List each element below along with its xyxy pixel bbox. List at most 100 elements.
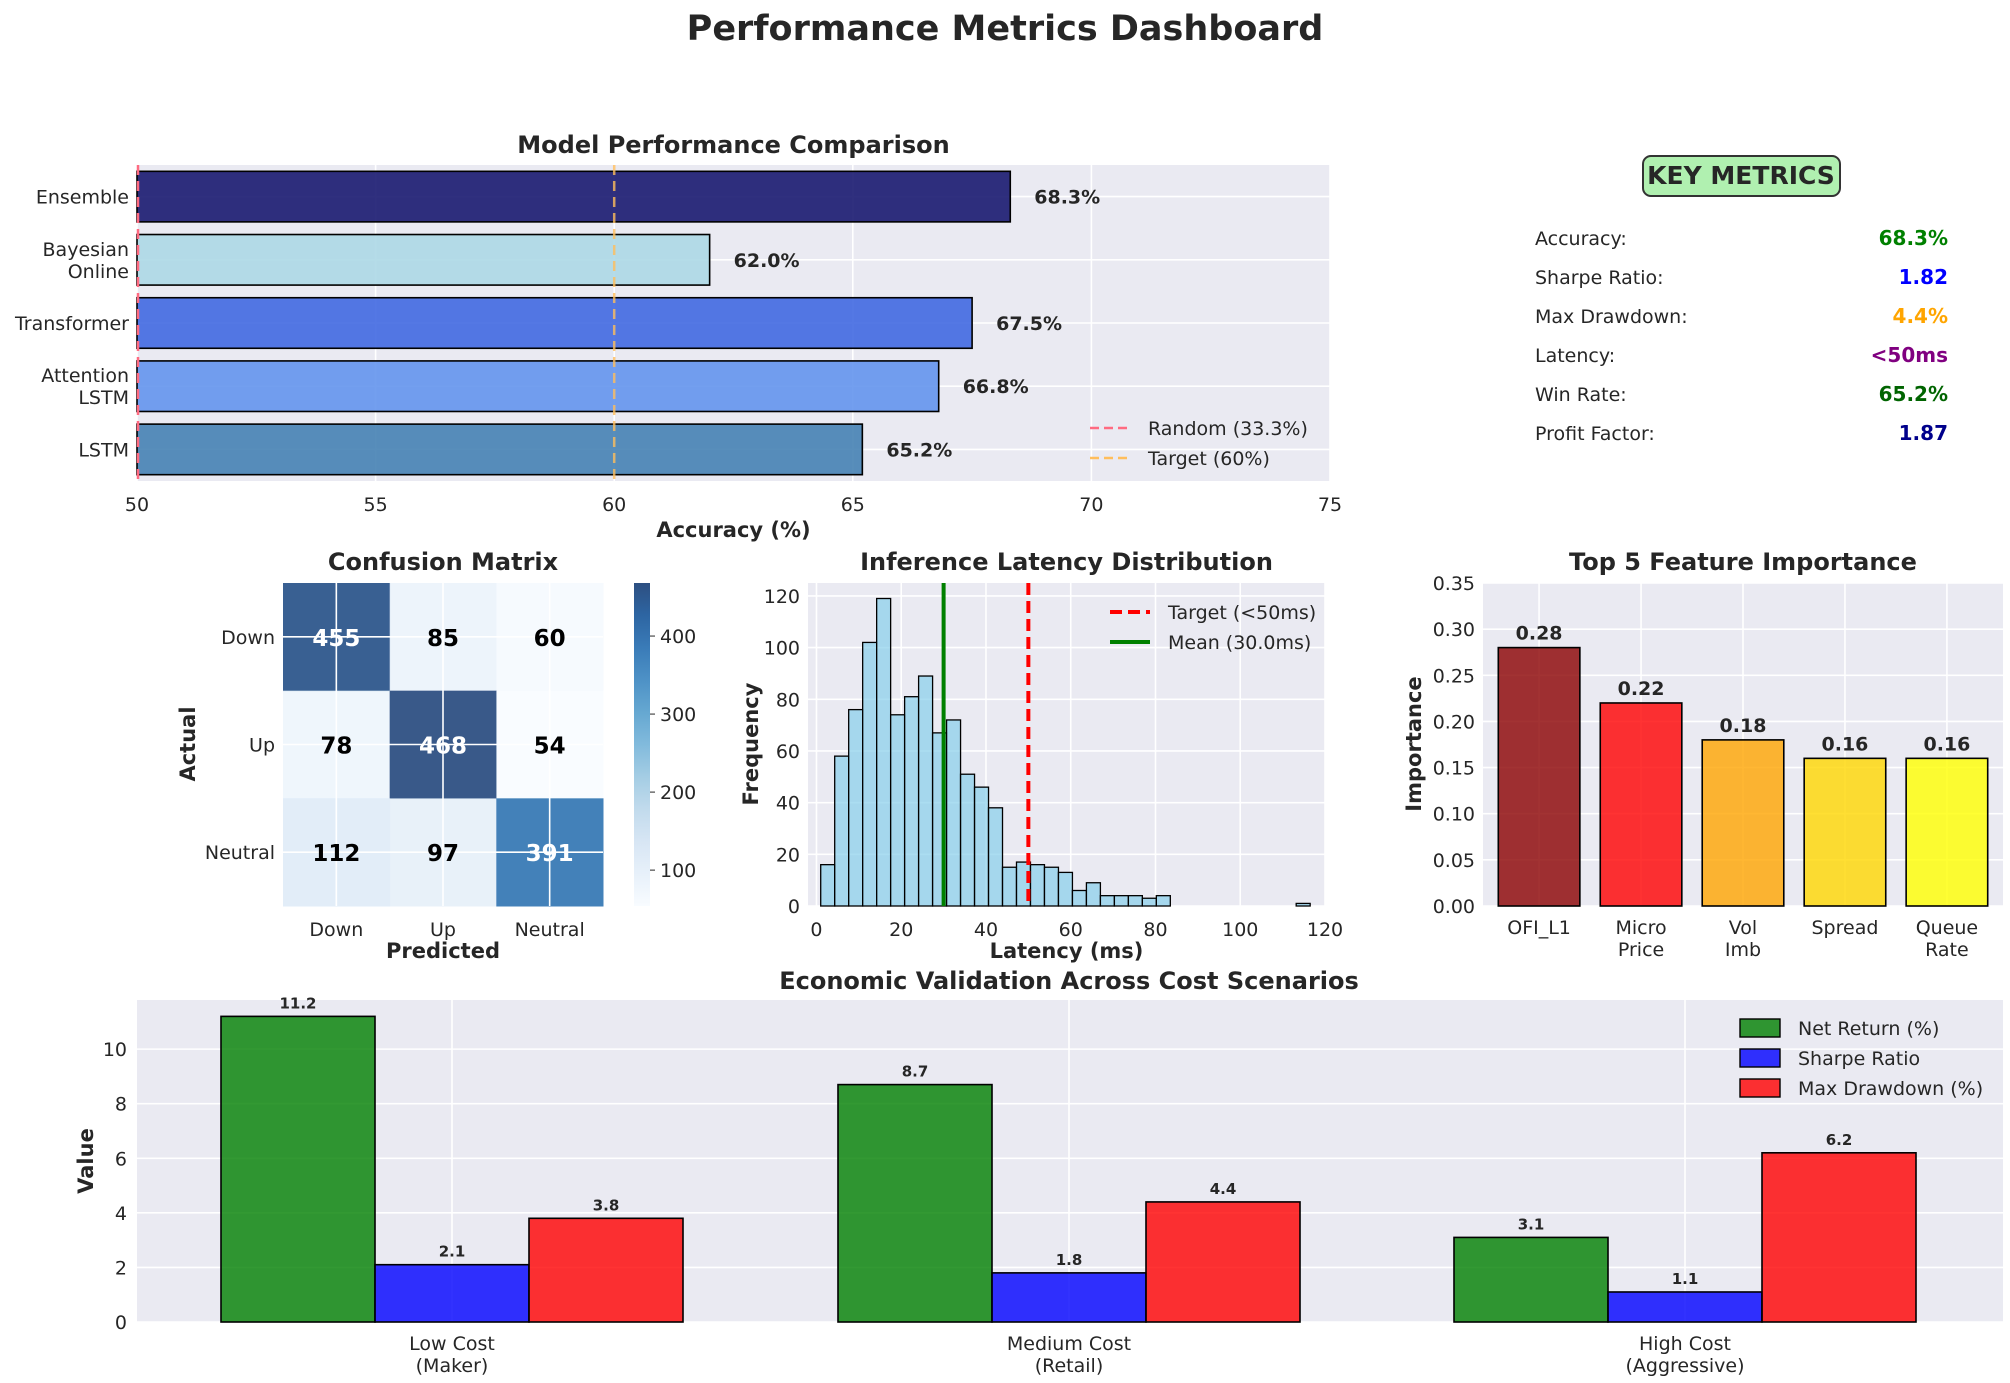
y-tick-label: Neutral: [205, 842, 275, 864]
legend-swatch: [1739, 1018, 1781, 1038]
x-axis-label: Latency (ms): [990, 939, 1144, 963]
histogram-bar: [1029, 864, 1046, 907]
feature-bar: [1803, 757, 1887, 907]
scenario-bar: [1145, 1201, 1301, 1323]
legend-label: Random (33.3%): [1148, 418, 1308, 440]
histogram-bar: [1099, 895, 1116, 907]
legend-label: Mean (30.0ms): [1168, 632, 1311, 654]
feature-bar: [1905, 757, 1989, 907]
histogram-bar: [917, 675, 934, 907]
histogram-bar: [889, 714, 906, 907]
x-axis-label: Accuracy (%): [656, 518, 810, 542]
cell-value: 54: [534, 734, 566, 760]
histogram-bar: [973, 786, 990, 907]
x-tick-label: 120: [1307, 919, 1343, 941]
y-axis-label: Actual: [176, 706, 200, 781]
cell-value: 112: [312, 841, 360, 867]
panel-title: Economic Validation Across Cost Scenario…: [779, 967, 1359, 995]
y-tick-label: 0.10: [1433, 804, 1475, 826]
bar-value-label: 0.22: [1618, 678, 1665, 700]
histogram-bar: [1071, 889, 1088, 907]
metric-label: Profit Factor:: [1535, 423, 1655, 445]
metric-value: 1.87: [1899, 421, 1948, 445]
x-tick-label: 0: [810, 919, 822, 941]
colorbar: [634, 583, 650, 906]
colorbar-tick-label: 400: [660, 626, 696, 648]
legend-label: Target (<50ms): [1167, 602, 1316, 624]
bar-value-label: 62.0%: [734, 250, 800, 272]
cell-value: 78: [320, 734, 352, 760]
y-tick-label: 0.00: [1433, 896, 1475, 918]
scenario-bar: [1453, 1236, 1609, 1323]
bar-value-label: 11.2: [279, 994, 316, 1012]
metric-value: 1.82: [1899, 265, 1948, 289]
key-metrics-title: KEY METRICS: [1647, 161, 1835, 190]
bar-value-label: 1.1: [1672, 1270, 1699, 1288]
model-bar: [136, 360, 940, 413]
y-tick-label: 0: [115, 1312, 127, 1334]
y-tick-label: 20: [776, 844, 800, 866]
x-tick-label: 50: [125, 494, 149, 516]
histogram-bar: [945, 719, 962, 907]
scenario-bar: [837, 1083, 993, 1323]
model-bar: [136, 423, 864, 476]
key-metrics-panel: KEY METRICS Accuracy: 68.3% Sharpe Ratio: 1.…: [1535, 155, 1948, 445]
bar-value-label: 8.7: [902, 1063, 929, 1081]
y-axis-label: Value: [74, 1128, 98, 1194]
histogram-bar: [1127, 895, 1144, 907]
bar-value-label: 65.2%: [886, 439, 952, 461]
y-tick-label: 0.35: [1433, 573, 1475, 595]
feature-bar: [1599, 702, 1683, 907]
x-axis-label: Predicted: [386, 939, 500, 963]
panel-title: Inference Latency Distribution: [860, 548, 1273, 576]
bar-value-label: 4.4: [1210, 1180, 1237, 1198]
y-tick-label: 60: [776, 741, 800, 763]
y-tick-label: 0.05: [1433, 850, 1475, 872]
histogram-bar: [848, 708, 864, 907]
model-bar: [136, 296, 973, 350]
cell-value: 455: [312, 626, 360, 652]
model-performance-panel: 50 55 60 65 70 75 68.3% Ensemble 62.0% Bayesian On…: [14, 131, 1342, 542]
bar-value-label: 3.1: [1518, 1215, 1545, 1233]
feature-bar: [1497, 646, 1581, 907]
main-title: Performance Metrics Dashboard: [687, 9, 1324, 49]
histogram-bar: [1155, 895, 1171, 907]
bar-value-label: 1.8: [1056, 1251, 1083, 1269]
panel-title: Confusion Matrix: [328, 548, 559, 576]
scenario-bar: [1607, 1291, 1763, 1323]
panel-title: Model Performance Comparison: [517, 131, 949, 159]
y-axis-label: Importance: [1402, 676, 1426, 811]
x-tick-label: 20: [889, 919, 913, 941]
metric-label: Sharpe Ratio:: [1535, 267, 1664, 289]
x-tick-label: 65: [841, 494, 865, 516]
metric-label: Accuracy:: [1535, 228, 1627, 250]
bar-value-label: 67.5%: [996, 313, 1062, 335]
bar-value-label: 3.8: [593, 1196, 620, 1214]
feature-bar: [1701, 739, 1785, 907]
x-tick-label: High Cost (Aggressive): [1625, 1333, 1744, 1377]
x-tick-label: Queue Rate: [1916, 917, 1978, 961]
y-axis-label: Frequency: [739, 682, 763, 805]
y-tick-label: 120: [764, 586, 800, 608]
bar-value-label: 0.18: [1720, 715, 1767, 737]
scenario-bar: [220, 1015, 376, 1323]
x-tick-label: 60: [1059, 919, 1083, 941]
y-tick-label: Transformer: [14, 313, 129, 335]
x-tick-label: Vol Imb: [1725, 917, 1761, 961]
latency-histogram-panel: 0 20 40 60 80 100 120 0 20 40 60 80 100 120 Target (<5…: [739, 548, 1343, 963]
cell-value: 97: [427, 841, 459, 867]
x-tick-label: OFI_L1: [1507, 917, 1571, 939]
y-tick-label: 80: [776, 689, 800, 711]
metric-value: 65.2%: [1879, 382, 1948, 406]
y-tick-label: Ensemble: [36, 187, 129, 209]
key-metrics-title-box: [1642, 155, 1841, 197]
x-tick-label: Medium Cost (Retail): [1007, 1333, 1131, 1377]
x-tick-label: 70: [1079, 494, 1103, 516]
x-tick-label: Neutral: [515, 919, 585, 941]
x-tick-label: Down: [309, 919, 363, 941]
bar-value-label: 6.2: [1826, 1131, 1853, 1149]
scenario-bar: [374, 1263, 530, 1323]
histogram-bar: [1295, 902, 1311, 907]
x-tick-label: Low Cost (Maker): [409, 1333, 495, 1377]
economic-validation-panel: 0 2 4 6 8 10 11.2 2.1 3.8 Low Cost (Maker) 8.7 1.8 4.…: [74, 967, 2003, 1377]
